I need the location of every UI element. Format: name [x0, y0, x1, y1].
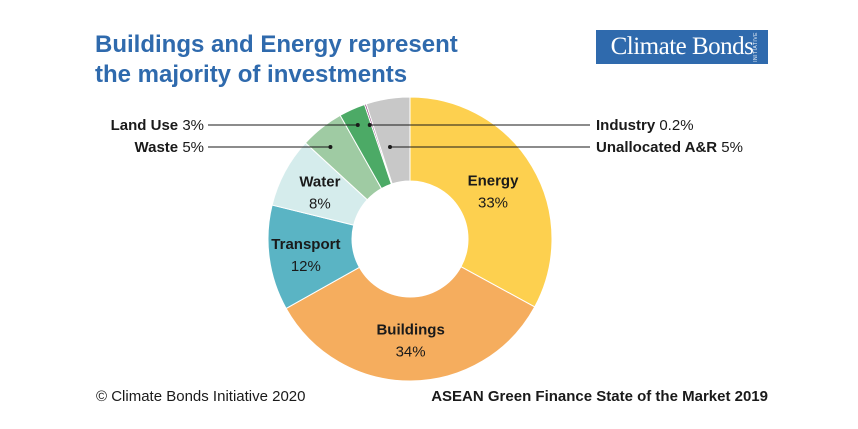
value-water: 8%	[309, 196, 331, 213]
label-waste: Waste 5%	[135, 139, 204, 156]
label-value-land-use: 3%	[182, 117, 204, 134]
label-name-unallocated-a-r: Unallocated A&R	[596, 139, 721, 156]
chart-title-line-1: Buildings and Energy represent	[95, 31, 458, 58]
chart-title: Buildings and Energy represent the major…	[95, 30, 535, 90]
logo-text: Climate Bonds	[610, 33, 754, 60]
value-transport: 12%	[291, 258, 321, 275]
label-name-industry: Industry	[596, 117, 659, 134]
label-name-waste: Waste	[135, 139, 183, 156]
slice-buildings	[285, 266, 536, 382]
value-buildings: 34%	[396, 343, 426, 360]
slice-labels: Energy 33% Buildings 34% Transport 12% Water 8%…	[111, 117, 743, 360]
label-energy: Energy	[468, 173, 520, 190]
label-value-unallocated-a-r: 5%	[721, 139, 743, 156]
source-text: ASEAN Green Finance State of the Market …	[431, 388, 768, 405]
label-land-use: Land Use 3%	[111, 117, 204, 134]
copyright-text: © Climate Bonds Initiative 2020	[96, 388, 306, 405]
donut-slices	[267, 96, 553, 382]
label-value-industry: 0.2%	[659, 117, 693, 134]
label-transport: Transport	[271, 236, 340, 253]
slice-energy	[409, 96, 553, 308]
slice-unallocated-a-r	[365, 96, 411, 185]
label-value-waste: 5%	[182, 139, 204, 156]
label-industry: Industry 0.2%	[596, 117, 694, 134]
label-unallocated-a-r: Unallocated A&R 5%	[596, 139, 743, 156]
label-water: Water	[299, 174, 340, 191]
climate-bonds-logo: Climate Bonds INITIATIVE	[596, 30, 768, 64]
value-energy: 33%	[478, 195, 508, 212]
label-name-land-use: Land Use	[111, 117, 183, 134]
leader-lines	[208, 123, 590, 149]
chart-title-line-2: the majority of investments	[95, 61, 408, 88]
label-buildings: Buildings	[376, 321, 444, 338]
